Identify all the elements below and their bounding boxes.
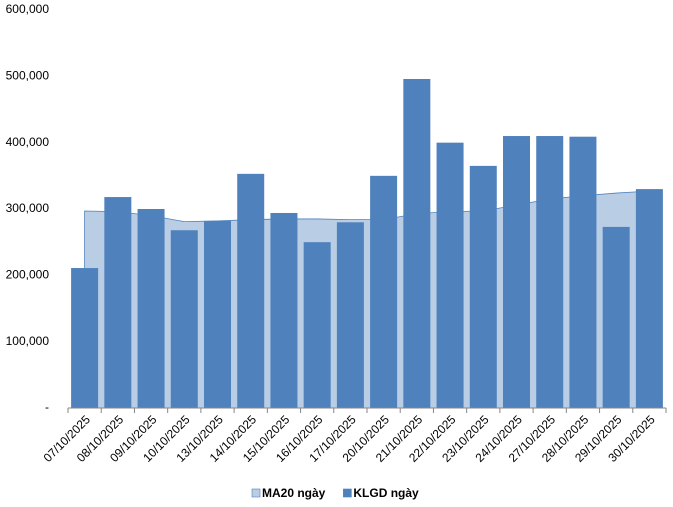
bar <box>303 242 331 408</box>
y-tick-label: 400,000 <box>6 135 50 149</box>
bar <box>403 78 431 408</box>
bar <box>602 226 630 408</box>
bar <box>436 142 464 408</box>
y-tick-label: - <box>45 400 49 414</box>
legend-swatch <box>251 488 261 498</box>
bar <box>104 197 132 408</box>
y-tick-label: 500,000 <box>6 69 50 83</box>
bar <box>170 230 198 408</box>
y-tick-label: 200,000 <box>6 268 50 282</box>
bar <box>204 220 231 408</box>
legend-label: MA20 ngày <box>262 486 326 500</box>
bar <box>635 189 663 408</box>
bar <box>469 165 497 408</box>
legend-label: KLGD ngày <box>353 486 419 500</box>
bar <box>336 222 364 408</box>
y-tick-label: 600,000 <box>6 2 50 16</box>
bar <box>569 136 597 409</box>
bar <box>503 136 530 409</box>
bar <box>270 212 298 408</box>
bar <box>237 173 265 408</box>
bar <box>137 209 165 408</box>
ma-area <box>84 190 650 409</box>
bar <box>370 175 398 408</box>
bar <box>536 136 564 409</box>
y-tick-label: 100,000 <box>6 334 50 348</box>
bar <box>71 268 99 408</box>
legend-swatch <box>343 488 352 498</box>
y-tick-label: 300,000 <box>6 201 50 215</box>
